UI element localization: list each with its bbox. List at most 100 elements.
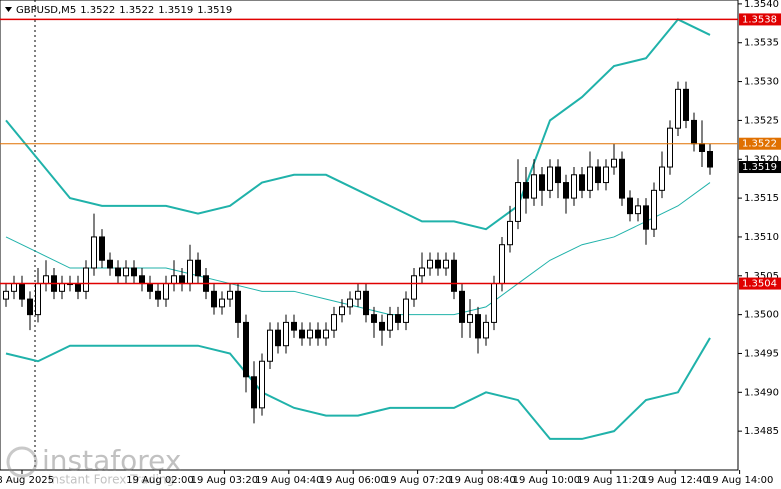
candle-body bbox=[139, 275, 145, 285]
candle-body bbox=[651, 189, 657, 230]
candle-body bbox=[515, 182, 521, 222]
candle-body bbox=[155, 290, 161, 300]
header: GBPUSD,M5 1.3522 1.3522 1.3519 1.3519 bbox=[16, 5, 232, 16]
level-tag bbox=[739, 137, 781, 150]
y-tick-label: 1.3485 bbox=[744, 426, 779, 437]
candle-body bbox=[427, 259, 433, 269]
candle-body bbox=[331, 314, 337, 331]
candle-body bbox=[475, 314, 481, 339]
band-upper bbox=[5, 18, 711, 231]
candle-body bbox=[539, 174, 545, 191]
candle-body bbox=[555, 166, 561, 184]
candle-body bbox=[59, 283, 65, 292]
candle-body bbox=[163, 283, 169, 300]
candle-body bbox=[299, 329, 305, 339]
y-tick-label: 1.3490 bbox=[744, 387, 779, 398]
candle-body bbox=[315, 329, 321, 339]
candle-body bbox=[499, 244, 505, 285]
candle-body bbox=[235, 290, 241, 323]
header-price: 1.3519 bbox=[197, 5, 232, 16]
candle-body bbox=[403, 298, 409, 323]
candle-body bbox=[619, 158, 625, 199]
candle-body bbox=[339, 306, 345, 316]
candle-body bbox=[379, 321, 385, 331]
candle-body bbox=[91, 236, 97, 269]
band-lower bbox=[5, 337, 711, 440]
candle-body bbox=[275, 329, 281, 347]
y-tick-label: 1.3535 bbox=[744, 38, 779, 49]
y-tick-label: 1.3500 bbox=[744, 310, 779, 321]
x-tick-label: 19 Aug 08:40 bbox=[448, 475, 515, 486]
candle-body bbox=[27, 298, 33, 316]
x-tick-label: 18 Aug 2025 bbox=[0, 475, 54, 486]
y-tick-label: 1.3510 bbox=[744, 232, 779, 243]
candle-body bbox=[547, 166, 553, 191]
candle-body bbox=[435, 259, 441, 269]
x-tick-label: 19 Aug 02:00 bbox=[126, 475, 193, 486]
candle-body bbox=[187, 259, 193, 285]
candle-body bbox=[635, 205, 641, 215]
header-arrow bbox=[5, 7, 12, 12]
x-tick-label: 19 Aug 11:20 bbox=[577, 475, 644, 486]
candle-body bbox=[531, 174, 537, 199]
candle-body bbox=[43, 275, 49, 285]
candle-body bbox=[483, 321, 489, 339]
candle-body bbox=[11, 283, 17, 292]
candle-body bbox=[171, 275, 177, 285]
candle-body bbox=[355, 290, 361, 300]
candle-body bbox=[691, 119, 697, 145]
candle-body bbox=[123, 267, 129, 277]
candle-body bbox=[219, 298, 225, 308]
level-tag bbox=[739, 13, 781, 26]
header-price: 1.3519 bbox=[158, 5, 193, 16]
candle-body bbox=[267, 329, 273, 362]
candle-body bbox=[683, 88, 689, 121]
candle-body bbox=[3, 290, 9, 300]
candle-body bbox=[419, 267, 425, 277]
candle-body bbox=[147, 283, 153, 292]
y-tick-label: 1.3540 bbox=[744, 0, 779, 10]
candle-body bbox=[659, 166, 665, 191]
watermark: instaforex Instant Forex Trading bbox=[6, 444, 181, 487]
y-tick-label: 1.3525 bbox=[744, 115, 779, 126]
candle-body bbox=[411, 275, 417, 300]
price-tag bbox=[739, 161, 781, 174]
candle-body bbox=[491, 283, 497, 323]
price-label: 1.3519 bbox=[742, 162, 777, 173]
level-label: 1.3504 bbox=[742, 279, 777, 290]
candle-body bbox=[395, 314, 401, 323]
candle-body bbox=[131, 267, 137, 277]
candle-body bbox=[523, 182, 529, 199]
level-tag bbox=[739, 277, 781, 290]
candle-body bbox=[75, 283, 81, 292]
candle-body bbox=[227, 290, 233, 300]
candle-body bbox=[643, 205, 649, 230]
candle-body bbox=[195, 259, 201, 277]
x-tick-label: 19 Aug 06:00 bbox=[319, 475, 386, 486]
level-label: 1.3522 bbox=[742, 139, 777, 150]
x-tick-label: 19 Aug 04:40 bbox=[255, 475, 322, 486]
candle-body bbox=[179, 275, 185, 285]
candle-body bbox=[587, 166, 593, 191]
candle-body bbox=[19, 283, 25, 300]
plot-frame bbox=[0, 0, 739, 471]
candle-body bbox=[99, 236, 105, 261]
candle-body bbox=[563, 182, 569, 199]
header-price: 1.3522 bbox=[80, 5, 115, 16]
candle-body bbox=[675, 88, 681, 129]
candle-body bbox=[387, 314, 393, 331]
candle-body bbox=[459, 290, 465, 323]
candle-body bbox=[627, 197, 633, 215]
x-tick-label: 19 Aug 10:00 bbox=[513, 475, 580, 486]
candle-body bbox=[83, 267, 89, 292]
candle-body bbox=[243, 321, 249, 378]
candle-body bbox=[443, 259, 449, 269]
x-tick-label: 19 Aug 03:20 bbox=[191, 475, 258, 486]
candle-body bbox=[595, 166, 601, 184]
candle-body bbox=[603, 166, 609, 184]
candle-body bbox=[707, 150, 713, 168]
symbol: GBPUSD,M5 bbox=[16, 5, 76, 16]
candle-body bbox=[251, 376, 257, 409]
logo bbox=[6, 446, 38, 478]
